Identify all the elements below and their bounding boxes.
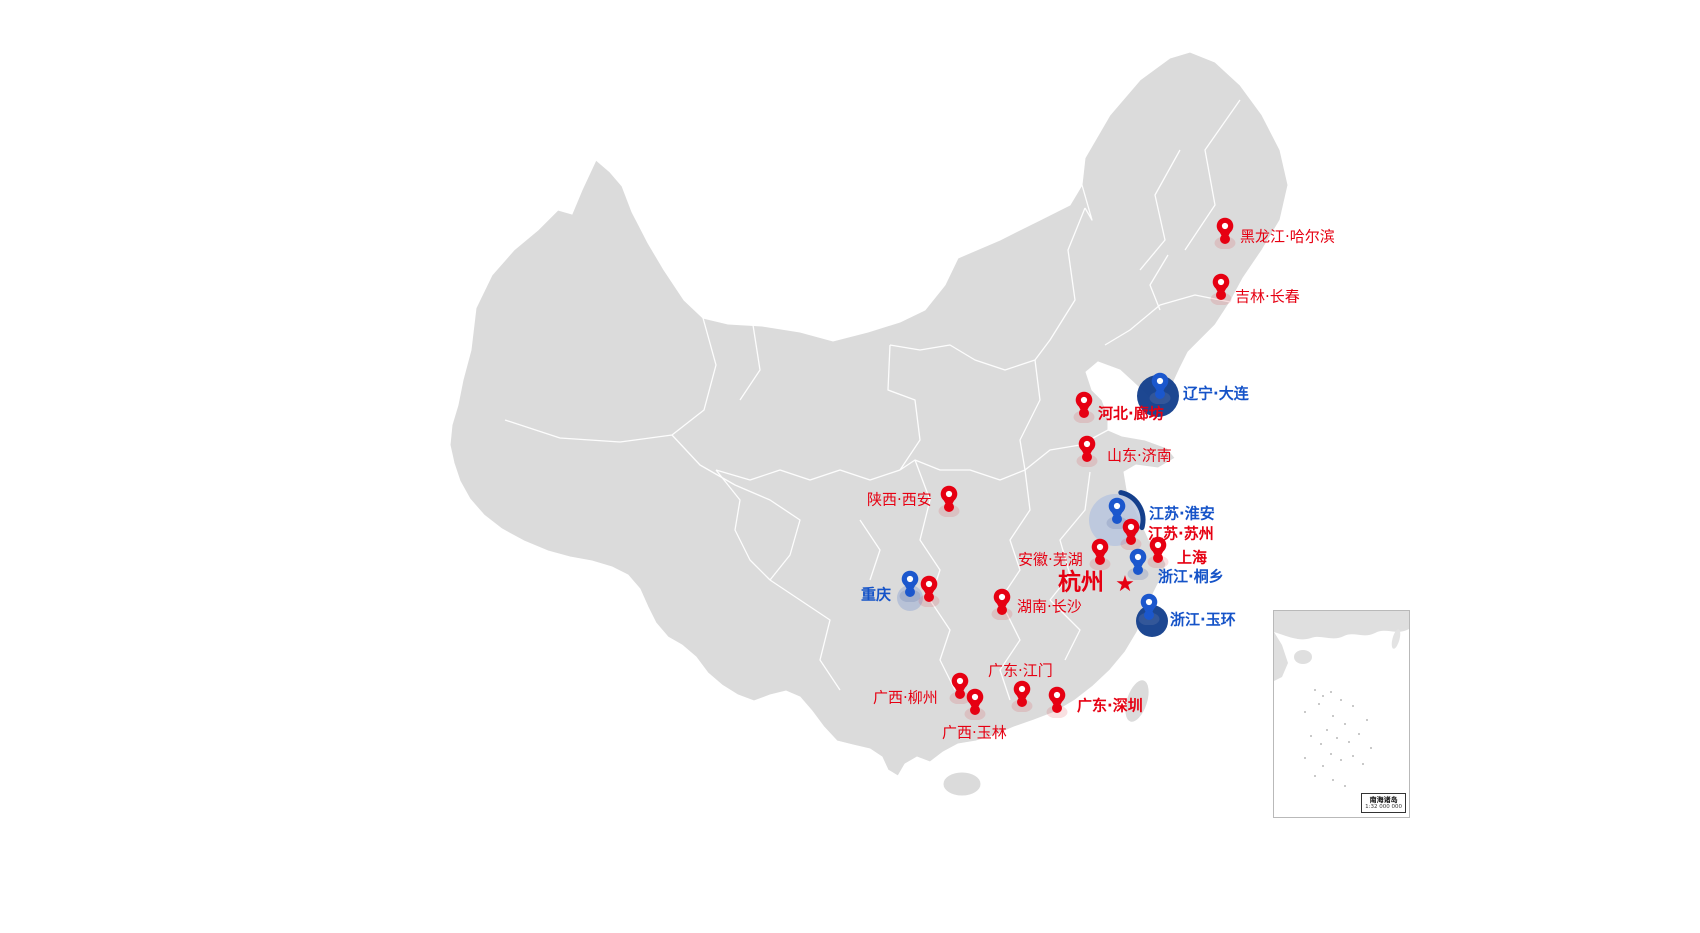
location-label: 辽宁·大连 xyxy=(1183,384,1249,403)
location-pin-red[interactable] xyxy=(947,670,973,705)
inset-title: 南海诸岛 xyxy=(1369,796,1398,805)
location-pin-blue[interactable] xyxy=(1136,591,1162,626)
location-label: 湖南·长沙 xyxy=(1017,597,1082,616)
inset-scale: 1:32 000 000 xyxy=(1365,804,1402,811)
location-pin-blue[interactable] xyxy=(1104,495,1130,530)
location-label: 河北·廊坊 xyxy=(1098,404,1164,423)
location-label: 黑龙江·哈尔滨 xyxy=(1240,227,1335,246)
location-pin-red[interactable] xyxy=(1118,516,1144,551)
taiwan-island xyxy=(1124,679,1150,723)
location-label: 广西·柳州 xyxy=(873,688,938,707)
location-label: 安徽·芜湖 xyxy=(1018,550,1083,569)
south-china-sea-inset: 南海诸岛 1:32 000 000 xyxy=(1273,610,1410,818)
location-pin-red[interactable] xyxy=(1087,536,1113,571)
location-label: 广东·江门 xyxy=(988,661,1053,680)
location-pin-blue[interactable] xyxy=(1147,370,1173,405)
location-label: 江苏·苏州 xyxy=(1148,524,1214,543)
location-label: 江苏·淮安 xyxy=(1149,504,1215,523)
location-label: 重庆 xyxy=(861,585,892,604)
location-label: 浙江·玉环 xyxy=(1170,610,1236,629)
location-pin-red[interactable] xyxy=(1071,389,1097,424)
island-dots xyxy=(1304,689,1372,787)
coastline-highlight-arc xyxy=(1083,488,1147,556)
location-pin-red[interactable] xyxy=(1074,433,1100,468)
location-pin-red[interactable] xyxy=(1009,678,1035,713)
province-borders xyxy=(504,99,1241,701)
headquarters-label: 杭州 xyxy=(1058,569,1104,596)
location-label: 陕西·西安 xyxy=(867,490,932,509)
location-pin-red[interactable] xyxy=(1145,534,1171,569)
location-pin-blue[interactable] xyxy=(1125,546,1151,581)
location-pin-red[interactable] xyxy=(1212,215,1238,250)
inset-map xyxy=(1274,611,1409,787)
inset-label-box: 南海诸岛 1:32 000 000 xyxy=(1361,793,1406,813)
location-label: 广东·深圳 xyxy=(1077,696,1143,715)
headquarters-star-icon: ★ xyxy=(1115,572,1135,597)
location-pin-red[interactable] xyxy=(989,586,1015,621)
location-label: 吉林·长春 xyxy=(1235,287,1300,306)
location-label: 浙江·桐乡 xyxy=(1158,567,1224,586)
location-pin-red[interactable] xyxy=(1044,684,1070,719)
location-label: 上海 xyxy=(1177,548,1208,567)
hainan-island xyxy=(942,771,982,797)
location-pin-red[interactable] xyxy=(962,686,988,721)
location-label: 山东·济南 xyxy=(1107,446,1172,465)
location-pin-blue[interactable] xyxy=(897,568,923,603)
location-pin-red[interactable] xyxy=(916,573,942,608)
location-label: 广西·玉林 xyxy=(942,723,1007,742)
mainland-shape xyxy=(449,51,1289,797)
location-pin-red[interactable] xyxy=(936,483,962,518)
location-pin-red[interactable] xyxy=(1208,271,1234,306)
